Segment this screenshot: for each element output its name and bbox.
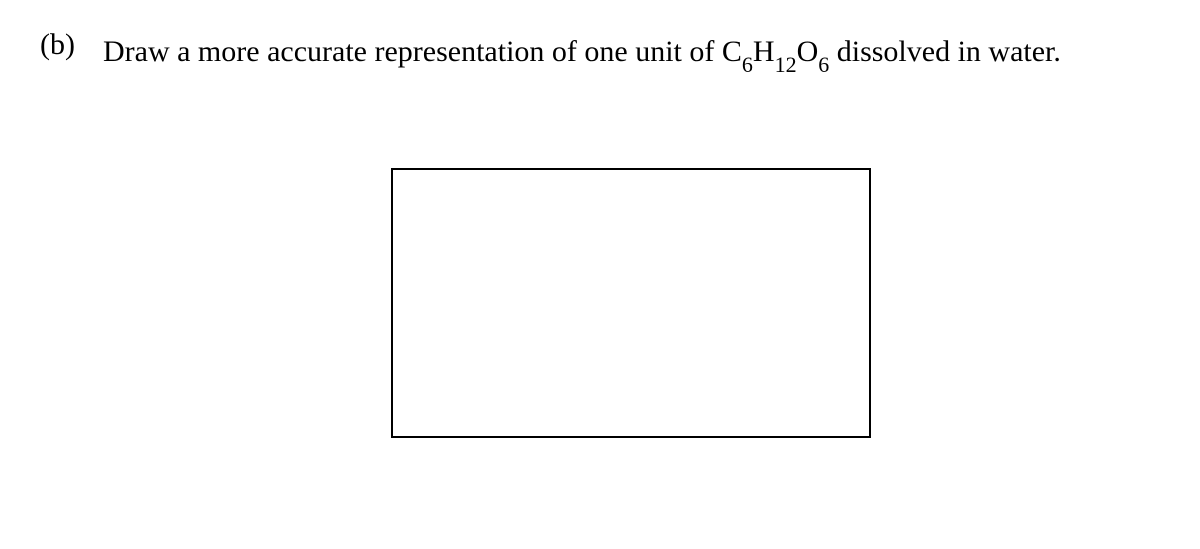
formula-c-sub: 6 [742, 52, 753, 77]
formula-o: O [797, 35, 819, 68]
text-before-formula: Draw a more accurate representation of o… [103, 35, 722, 68]
formula-h-sub: 12 [775, 52, 797, 77]
chemical-formula: C6H12O6 [722, 35, 829, 68]
formula-c: C [722, 35, 742, 68]
text-after-formula: dissolved in water. [829, 35, 1061, 68]
question-content: Draw a more accurate representation of o… [103, 28, 1160, 438]
question-text: Draw a more accurate representation of o… [103, 28, 1160, 78]
answer-box-container [103, 168, 1160, 438]
question-container: (b) Draw a more accurate representation … [40, 28, 1160, 438]
question-label: (b) [40, 28, 75, 62]
formula-h: H [753, 35, 775, 68]
formula-o-sub: 6 [818, 52, 829, 77]
answer-box[interactable] [391, 168, 871, 438]
